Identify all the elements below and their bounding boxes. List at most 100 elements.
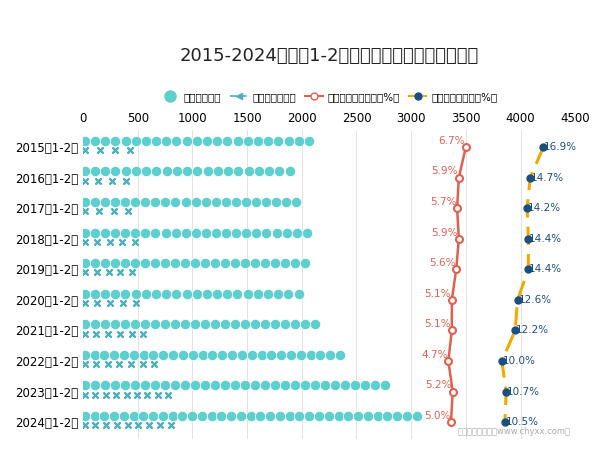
Point	[131, 229, 140, 236]
Point	[293, 290, 303, 297]
Point	[250, 260, 260, 267]
Point	[155, 422, 165, 429]
Point	[153, 391, 163, 398]
Point	[240, 382, 250, 389]
Point	[170, 260, 180, 267]
Point	[334, 412, 344, 419]
Point	[80, 198, 90, 206]
Point	[201, 229, 211, 236]
Point	[171, 198, 180, 206]
Point	[251, 198, 261, 206]
Point	[80, 290, 90, 297]
Point	[90, 351, 99, 359]
Point	[162, 137, 171, 144]
Point	[109, 207, 119, 215]
Point	[241, 198, 251, 206]
Point	[201, 198, 211, 206]
Point	[182, 290, 191, 297]
Point	[257, 351, 266, 359]
Point	[123, 207, 132, 215]
Point	[144, 422, 154, 429]
Text: 制图：智研咋询（www.chyxx.com）: 制图：智研咋询（www.chyxx.com）	[457, 427, 571, 436]
Point	[110, 198, 120, 206]
Point	[90, 168, 100, 175]
Point	[273, 290, 283, 297]
Point	[148, 412, 158, 419]
Point	[103, 330, 113, 337]
Point	[191, 229, 201, 236]
Point	[280, 321, 290, 328]
Text: 5.1%: 5.1%	[425, 289, 451, 299]
Point	[105, 238, 114, 246]
Point	[302, 229, 312, 236]
Point	[171, 229, 180, 236]
Point	[151, 198, 160, 206]
Point	[80, 207, 90, 215]
Point	[90, 229, 100, 236]
Point	[121, 168, 131, 175]
Point	[270, 321, 280, 328]
Point	[300, 382, 310, 389]
Point	[231, 229, 241, 236]
Point	[119, 351, 129, 359]
Point	[80, 299, 90, 306]
Point	[152, 168, 162, 175]
Text: 5.2%: 5.2%	[425, 380, 452, 390]
Point	[275, 412, 285, 419]
Text: 10.5%: 10.5%	[506, 417, 539, 427]
Point	[103, 269, 113, 276]
Text: 16.9%: 16.9%	[544, 142, 577, 152]
Point	[213, 168, 223, 175]
Point	[172, 168, 182, 175]
Point	[125, 147, 135, 154]
Text: 5.0%: 5.0%	[424, 411, 450, 421]
Point	[130, 198, 140, 206]
Point	[90, 260, 100, 267]
Point	[109, 412, 119, 419]
Point	[234, 168, 243, 175]
Point	[230, 260, 240, 267]
Point	[241, 229, 251, 236]
Point	[290, 260, 300, 267]
Point	[182, 137, 192, 144]
Point	[140, 382, 149, 389]
Point	[80, 412, 90, 419]
Point	[142, 168, 151, 175]
Point	[107, 177, 117, 184]
Point	[190, 260, 200, 267]
Point	[324, 412, 333, 419]
Point	[163, 391, 173, 398]
Point	[114, 360, 124, 368]
Point	[111, 391, 121, 398]
Point	[118, 299, 128, 306]
Point	[100, 290, 110, 297]
Point	[100, 198, 110, 206]
Point	[138, 360, 148, 368]
Point	[80, 330, 90, 337]
Point	[263, 290, 273, 297]
Point	[94, 207, 104, 215]
Point	[110, 321, 120, 328]
Point	[276, 351, 286, 359]
Point	[350, 382, 360, 389]
Point	[300, 321, 310, 328]
Point	[100, 168, 110, 175]
Point	[263, 137, 273, 144]
Point	[188, 351, 198, 359]
Point	[140, 260, 149, 267]
Point	[240, 260, 250, 267]
Point	[119, 412, 129, 419]
Point	[141, 137, 151, 144]
Point	[254, 168, 264, 175]
Point	[227, 351, 237, 359]
Point	[80, 360, 90, 368]
Text: 6.7%: 6.7%	[439, 136, 465, 146]
Point	[80, 382, 90, 389]
Point	[177, 412, 187, 419]
Point	[220, 321, 230, 328]
Point	[159, 351, 168, 359]
Text: 14.7%: 14.7%	[531, 173, 564, 183]
Point	[200, 382, 210, 389]
Text: 5.7%: 5.7%	[430, 197, 456, 207]
Point	[191, 198, 200, 206]
